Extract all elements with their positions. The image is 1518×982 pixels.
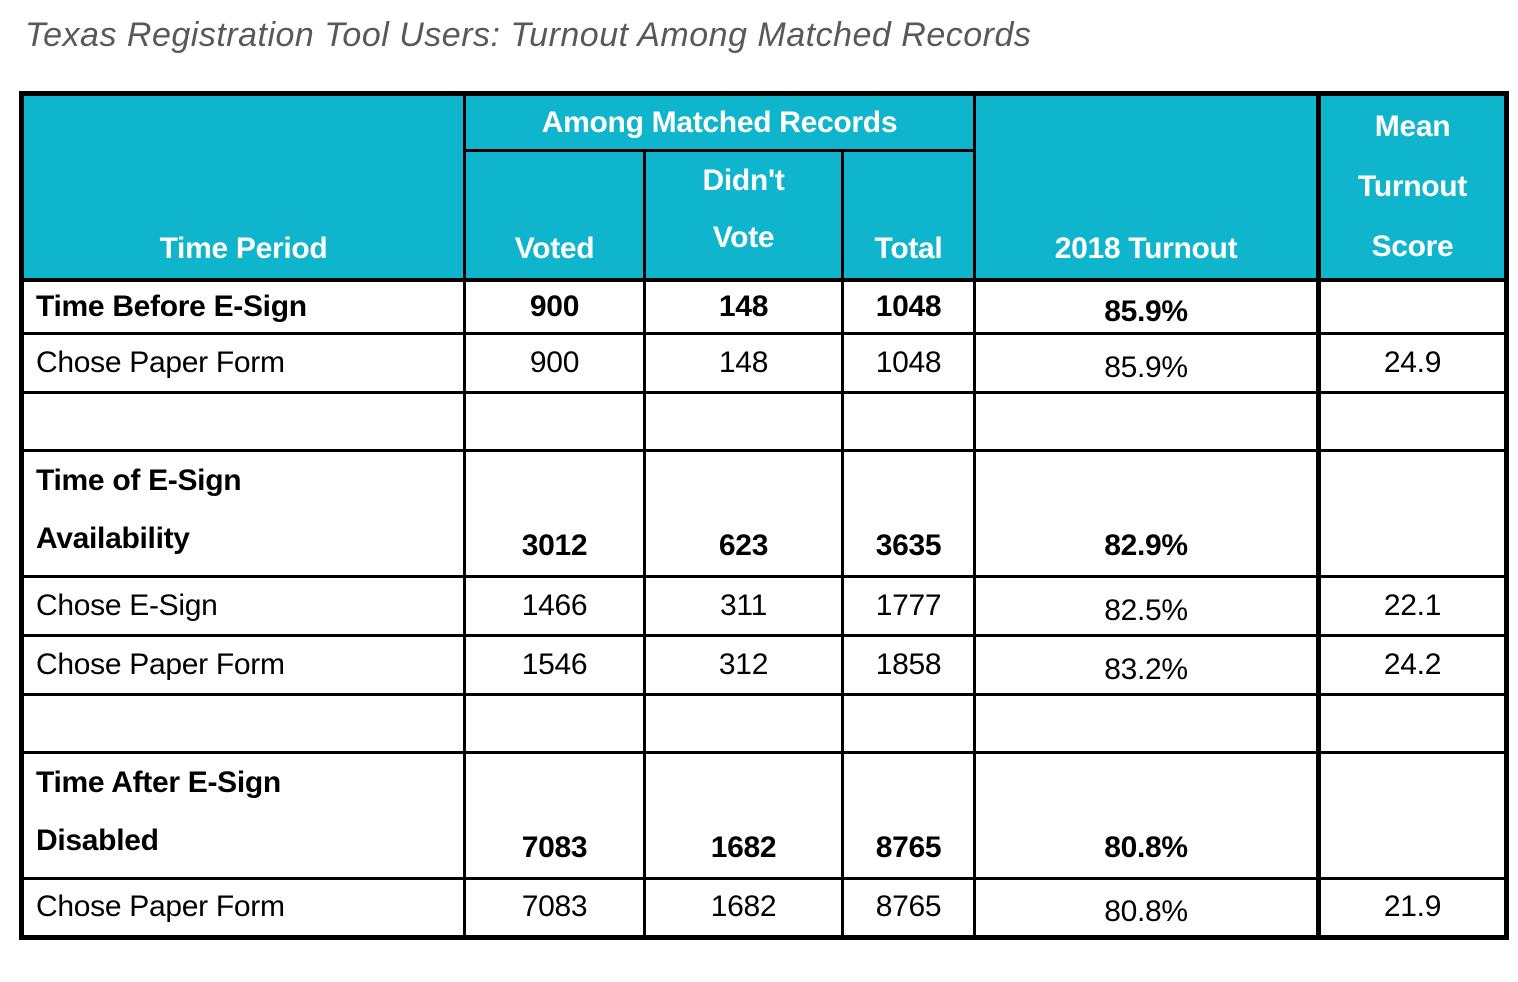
table-row-blank (20, 692, 1509, 754)
header-total: Total (840, 149, 977, 282)
cell-mean-score: 24.2 (1316, 633, 1509, 696)
cell-mean-score: 24.9 (1316, 331, 1509, 394)
blank-cell (20, 390, 466, 452)
cell-time-period: Time Before E-Sign (20, 278, 466, 335)
header-mean-turnout-score: Mean Turnout Score (1316, 92, 1509, 282)
table-row-section: Time After E-Sign Disabled 7083 1682 876… (20, 750, 1509, 880)
cell-total: 3635 (840, 448, 977, 578)
cell-mean-score: 22.1 (1316, 574, 1509, 637)
cell-voted: 3012 (463, 448, 646, 578)
cell-total: 1858 (840, 633, 977, 696)
cell-2018-turnout: 80.8% (973, 876, 1321, 939)
cell-didnt-vote: 148 (643, 278, 844, 335)
table-row: Chose Paper Form 7083 1682 8765 80.8% 21… (20, 876, 1509, 939)
blank-cell (643, 692, 844, 754)
header-among-matched-records: Among Matched Records (462, 92, 977, 152)
cell-time-period: Time After E-Sign Disabled (20, 750, 466, 880)
cell-mean-score: 21.9 (1316, 876, 1509, 939)
table-row-section: Time of E-Sign Availability 3012 623 363… (20, 448, 1509, 578)
cell-time-period: Chose Paper Form (20, 876, 466, 939)
blank-cell (463, 692, 646, 754)
cell-didnt-vote: 148 (643, 331, 844, 394)
header-didnt-vote: Didn't Vote (643, 149, 844, 282)
cell-voted: 900 (463, 331, 646, 394)
cell-total: 1048 (840, 278, 977, 335)
cell-mean-score (1316, 750, 1509, 880)
cell-voted: 1466 (463, 574, 646, 637)
cell-mean-score (1316, 278, 1509, 335)
header-2018-turnout: 2018 Turnout (973, 92, 1321, 282)
page-title: Texas Registration Tool Users: Turnout A… (25, 16, 1032, 54)
table-row: Chose E-Sign 1466 311 1777 82.5% 22.1 (20, 574, 1509, 637)
cell-voted: 900 (463, 278, 646, 335)
header-time-period: Time Period (20, 92, 466, 282)
blank-cell (20, 692, 466, 754)
table-row: Chose Paper Form 900 148 1048 85.9% 24.9 (20, 331, 1509, 394)
cell-total: 1048 (840, 331, 977, 394)
blank-cell (463, 390, 646, 452)
header-row-sub: Voted Didn't Vote Total (22, 149, 1507, 282)
table-row-blank (20, 390, 1509, 452)
cell-2018-turnout: 85.9% (973, 331, 1321, 394)
turnout-table: Time Period Among Matched Records 2018 T… (19, 91, 1510, 940)
blank-cell (1316, 692, 1509, 754)
header-row-group: Time Period Among Matched Records 2018 T… (20, 92, 1509, 282)
cell-total: 1777 (840, 574, 977, 637)
blank-cell (1316, 390, 1509, 452)
cell-voted: 1546 (463, 633, 646, 696)
blank-cell (973, 390, 1321, 452)
header-voted: Voted (463, 149, 646, 282)
cell-2018-turnout: 82.9% (973, 448, 1321, 578)
cell-didnt-vote: 311 (643, 574, 844, 637)
cell-time-period: Chose E-Sign (20, 574, 466, 637)
cell-2018-turnout: 85.9% (973, 278, 1321, 335)
cell-didnt-vote: 623 (643, 448, 844, 578)
table-row-section: Time Before E-Sign 900 148 1048 85.9% (20, 278, 1509, 335)
cell-time-period: Chose Paper Form (20, 331, 466, 394)
blank-cell (840, 390, 977, 452)
cell-didnt-vote: 1682 (643, 876, 844, 939)
blank-cell (643, 390, 844, 452)
blank-cell (973, 692, 1321, 754)
table-row: Chose Paper Form 1546 312 1858 83.2% 24.… (20, 633, 1509, 696)
cell-2018-turnout: 80.8% (973, 750, 1321, 880)
cell-2018-turnout: 83.2% (973, 633, 1321, 696)
cell-didnt-vote: 1682 (643, 750, 844, 880)
cell-time-period: Chose Paper Form (20, 633, 466, 696)
cell-voted: 7083 (463, 750, 646, 880)
blank-cell (840, 692, 977, 754)
cell-total: 8765 (840, 750, 977, 880)
cell-voted: 7083 (463, 876, 646, 939)
cell-2018-turnout: 82.5% (973, 574, 1321, 637)
cell-total: 8765 (840, 876, 977, 939)
cell-didnt-vote: 312 (643, 633, 844, 696)
cell-time-period: Time of E-Sign Availability (20, 448, 466, 578)
cell-mean-score (1316, 448, 1509, 578)
